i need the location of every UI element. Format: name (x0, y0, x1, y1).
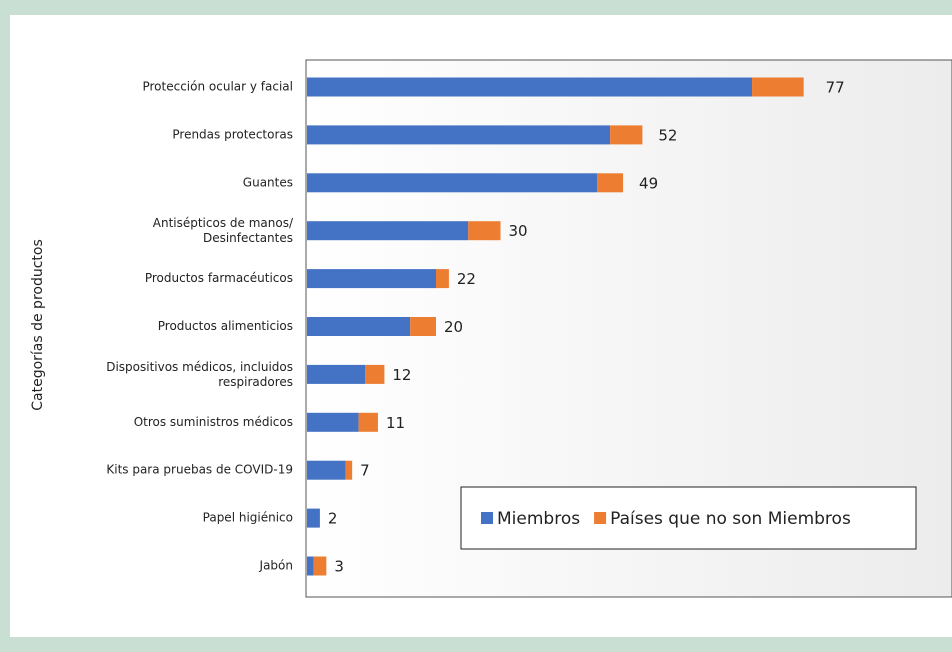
y-tick-label: Otros suministros médicos (134, 415, 293, 429)
legend-label: Países que no son Miembros (610, 509, 851, 529)
bar-segment (597, 173, 624, 193)
total-label: 2 (328, 510, 338, 528)
bar-segment (345, 460, 353, 480)
bar-segment (307, 317, 411, 336)
bar-segment (307, 173, 598, 193)
y-tick-label: Productos alimenticios (158, 319, 293, 333)
bar-segment (752, 77, 804, 97)
y-tick-label: Protección ocular y facial (142, 80, 293, 94)
y-tick-label: Dispositivos médicos, incluidos respirado… (106, 359, 293, 388)
y-tick-label: Guantes (243, 175, 293, 189)
bar-segment (307, 412, 359, 432)
bar-segment (307, 125, 611, 145)
bar-segment (610, 125, 643, 145)
total-label: 20 (444, 318, 463, 336)
y-tick-label: Prendas protectoras (172, 127, 293, 141)
legend-label: Miembros (497, 509, 580, 529)
bar-segment (307, 269, 436, 289)
bar-segment (436, 269, 449, 289)
bar-segment (365, 364, 385, 384)
bar-segment (307, 77, 753, 97)
legend-swatch (594, 512, 607, 524)
total-label: 52 (658, 126, 677, 144)
total-label: 11 (386, 414, 405, 432)
total-label: 30 (509, 222, 528, 240)
legend-box (460, 486, 917, 550)
total-label: 7 (360, 462, 370, 480)
total-label: 22 (457, 270, 476, 288)
y-tick-label: Jabón (259, 559, 293, 573)
total-label: 3 (334, 558, 344, 576)
total-label: 49 (639, 174, 658, 192)
bar-segment (307, 508, 320, 528)
bar-segment (307, 556, 314, 576)
legend-swatch (481, 512, 493, 524)
bar-segment (307, 364, 366, 384)
y-tick-label: Kits para pruebas de COVID-19 (106, 463, 293, 477)
bar-segment (358, 412, 378, 432)
bar-segment (313, 556, 327, 576)
total-label: 77 (826, 79, 845, 97)
bar-segment (307, 460, 346, 480)
legend: Miembros Países que no son Miembros (481, 509, 851, 529)
total-label: 12 (392, 366, 411, 384)
y-axis-label: Categorías de productos (30, 239, 46, 411)
y-tick-label: Papel higiénico (203, 511, 293, 525)
y-tick-label: Productos farmacéuticos (145, 271, 293, 285)
bar-segment (410, 317, 436, 336)
bar-segment (307, 221, 469, 241)
y-tick-label: Antisépticos de manos/Desinfectantes (153, 216, 294, 245)
bar-segment (468, 221, 501, 241)
